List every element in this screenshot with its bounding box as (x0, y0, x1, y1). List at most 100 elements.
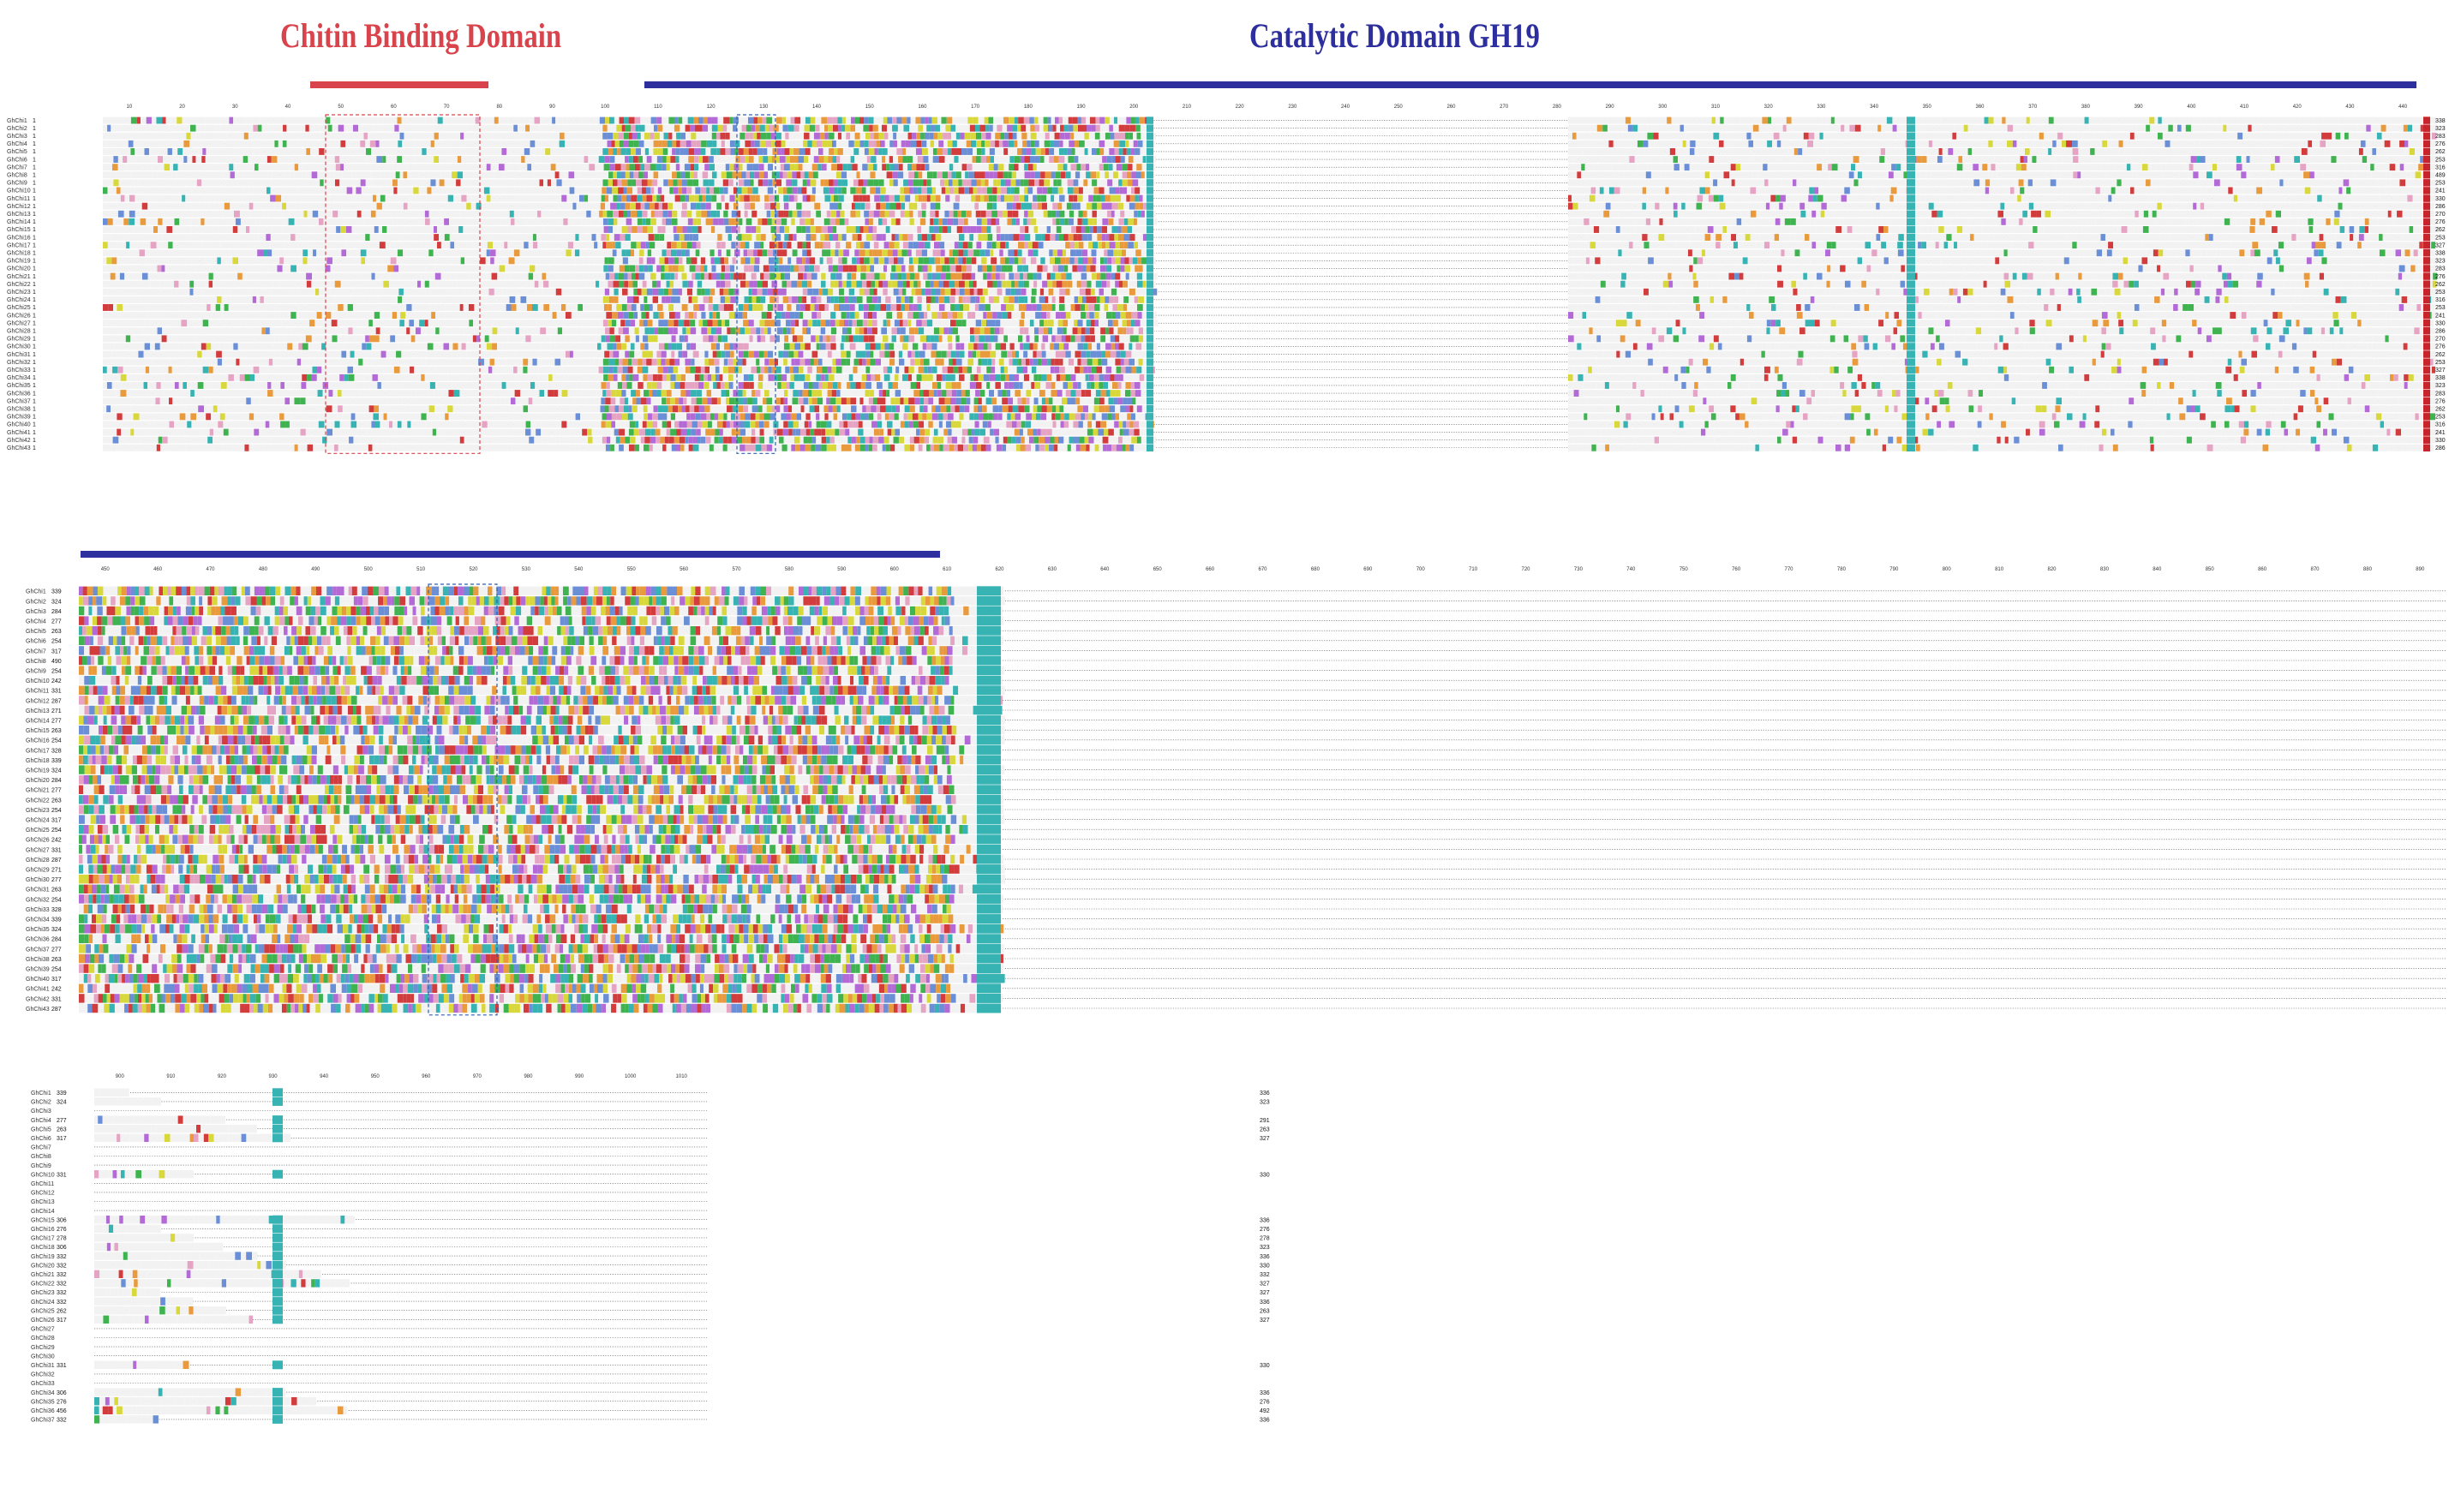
residue-cell (1900, 148, 1905, 155)
residue-cell (238, 140, 244, 147)
residue-cell (343, 148, 350, 155)
residue-cell (511, 171, 516, 179)
residue-cell (2208, 164, 2213, 171)
residue-cell (617, 179, 622, 187)
residue-cell (461, 194, 467, 202)
residue-cell (530, 148, 536, 155)
residue-cell (2114, 124, 2120, 132)
residue-cell (338, 171, 343, 179)
residue-cell (141, 202, 148, 210)
residue-cell (475, 187, 480, 194)
residue-cell (2081, 148, 2087, 155)
residue-cell (1885, 148, 1890, 155)
residue-cell (383, 164, 388, 171)
residue-cell (969, 202, 975, 210)
residue-cell (774, 194, 780, 202)
residue-cell (1064, 156, 1069, 163)
residue-cell (2418, 117, 2424, 124)
residue-cell (990, 156, 995, 163)
residue-cell (2042, 156, 2047, 163)
residue-cell (1862, 132, 1867, 140)
residue-cell (680, 124, 686, 132)
residue-cell (968, 187, 973, 194)
residue-cell (1677, 140, 1683, 147)
residue-cell (169, 124, 176, 132)
residue-cell (2381, 132, 2387, 140)
residue-cell (2104, 202, 2109, 210)
residue-cell (386, 156, 392, 163)
residue-cell (648, 140, 654, 147)
residue-cell (592, 171, 597, 179)
residue-cell (2134, 202, 2140, 210)
residue-cell (103, 156, 108, 163)
residue-cell (1118, 124, 1125, 132)
residue-cell (500, 202, 506, 210)
residue-cell (1956, 164, 1963, 171)
residue-cell (238, 148, 244, 155)
residue-cell (355, 140, 361, 147)
residue-cell (604, 156, 610, 163)
residue-cell (261, 124, 268, 132)
residue-cell (1683, 156, 1689, 163)
residue-cell (1874, 171, 1879, 179)
residue-cell (1568, 194, 1572, 202)
residue-cell (2171, 148, 2177, 155)
residue-cell (1607, 117, 1613, 124)
residue-cell (581, 179, 586, 187)
residue-cell (739, 140, 745, 147)
residue-cell (608, 171, 614, 179)
residue-cell (1578, 179, 1584, 187)
residue-cell (2350, 171, 2356, 179)
residue-cell (1096, 194, 1101, 202)
residue-cell (630, 202, 636, 210)
residue-cell (1931, 132, 1937, 140)
residue-cell (1978, 156, 1984, 163)
residue-cell (314, 148, 320, 155)
residue-cell (2148, 132, 2153, 140)
residue-cell (1895, 164, 1901, 171)
residue-cell (2056, 140, 2063, 147)
residue-cell (2147, 164, 2152, 171)
residue-cell (2164, 124, 2169, 132)
residue-cell (2213, 124, 2218, 132)
residue-cell (1932, 140, 1938, 147)
residue-cell (2120, 194, 2126, 202)
residue-cell (1092, 179, 1098, 187)
residue-cell (391, 124, 395, 132)
residue-cell (599, 148, 603, 155)
residue-cell (970, 140, 977, 147)
residue-cell (140, 156, 144, 163)
residue-cell (2090, 194, 2096, 202)
residue-cell (107, 148, 112, 155)
residue-cell (804, 171, 809, 179)
residue-cell (620, 164, 626, 171)
residue-cell (1656, 156, 1662, 163)
residue-cell (566, 194, 571, 202)
residue-cell (1106, 156, 1112, 163)
residue-cell (1005, 156, 1010, 163)
residue-cell (1752, 171, 1758, 179)
residue-cell (414, 156, 418, 163)
residue-cell (1793, 140, 1799, 147)
residue-cell (494, 156, 500, 163)
residue-cell (948, 202, 954, 210)
residue-cell (1004, 132, 1009, 140)
residue-cell (224, 202, 231, 210)
residue-cell (717, 117, 724, 124)
residue-cell (156, 164, 160, 171)
residue-cell (2065, 164, 2071, 171)
residue-cell (763, 179, 769, 187)
residue-cell (776, 164, 781, 171)
residue-cell (958, 117, 963, 124)
residue-cell (1975, 117, 1981, 124)
residue-cell (383, 117, 388, 124)
residue-cell (1023, 179, 1029, 187)
residue-cell (344, 202, 348, 210)
residue-cell (201, 140, 207, 147)
residue-cell (1122, 179, 1129, 187)
residue-cell (2048, 132, 2054, 140)
residue-cell (1890, 202, 1896, 210)
residue-cell (219, 194, 225, 202)
residue-cell (162, 202, 169, 210)
residue-cell (2237, 179, 2243, 187)
